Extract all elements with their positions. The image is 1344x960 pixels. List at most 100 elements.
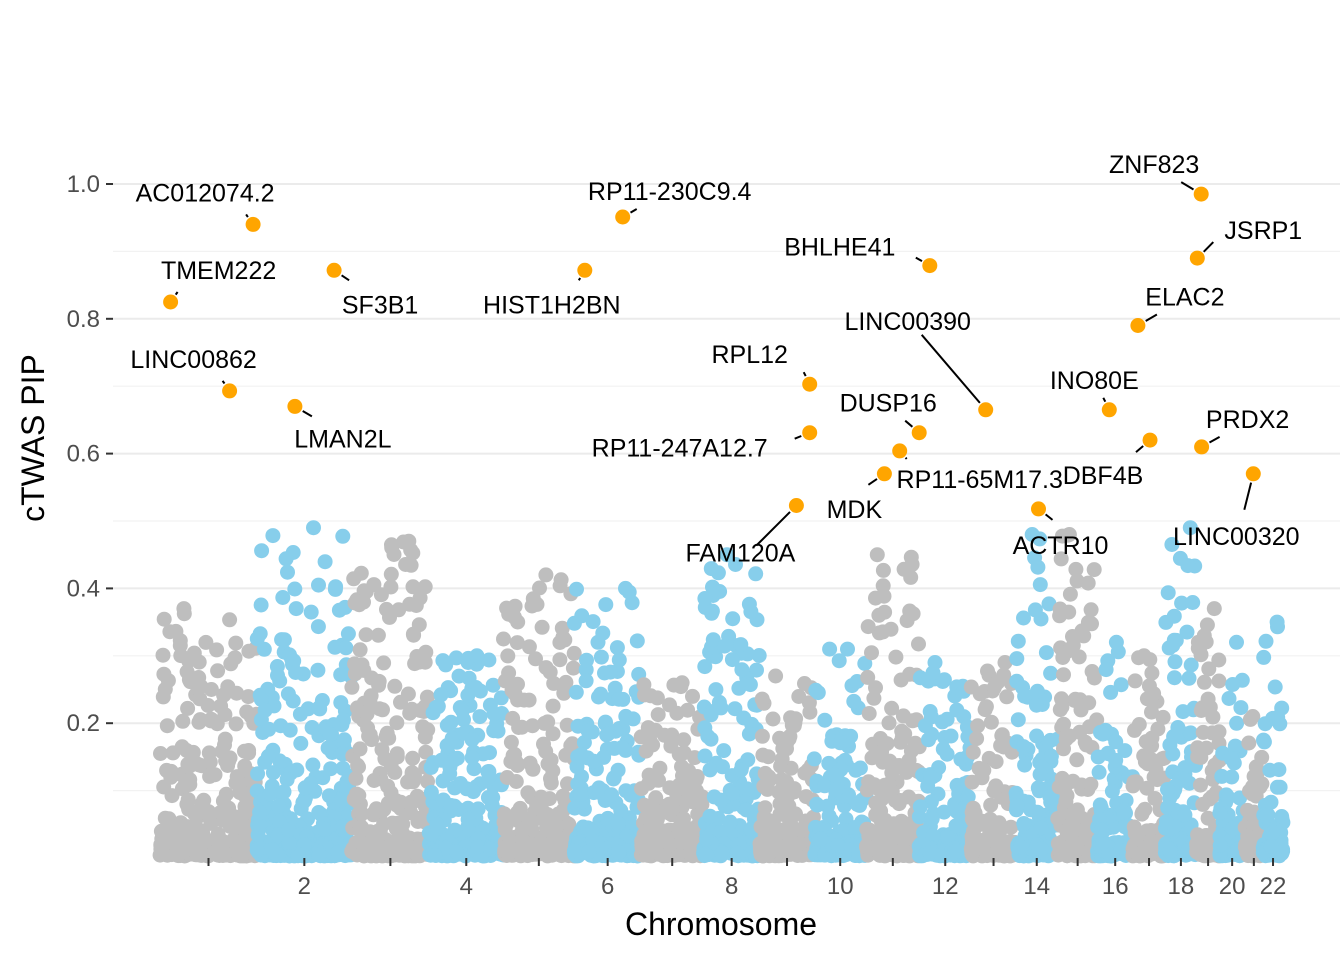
gene-point xyxy=(894,723,910,739)
gene-point xyxy=(198,634,214,650)
gene-point xyxy=(180,700,196,716)
gene-point xyxy=(374,742,390,758)
gene-point xyxy=(1193,703,1209,718)
gene-point xyxy=(235,816,251,832)
x-tick-label: 10 xyxy=(827,873,854,900)
gene-point xyxy=(1043,665,1059,681)
gene-point-top xyxy=(927,655,943,670)
gene-point xyxy=(791,689,807,704)
gene-point xyxy=(783,710,799,726)
gene-point xyxy=(708,682,724,698)
gene-point xyxy=(904,556,920,572)
gene-point xyxy=(578,673,594,689)
gene-point xyxy=(1166,608,1182,624)
y-tick-label: 0.2 xyxy=(67,710,100,737)
gene-point xyxy=(317,554,333,570)
gene-point xyxy=(510,614,526,630)
gene-point xyxy=(320,740,336,756)
gene-point xyxy=(1029,728,1045,744)
gene-point xyxy=(1233,700,1249,716)
gene-point xyxy=(389,715,405,731)
gene-point xyxy=(311,577,326,593)
gene-point xyxy=(579,652,594,668)
gene-point xyxy=(310,619,326,635)
label-leader-line xyxy=(629,208,638,214)
gene-point xyxy=(470,801,486,817)
label-leader-line xyxy=(755,511,791,547)
gene-point xyxy=(903,569,919,585)
gene-point xyxy=(496,631,511,647)
gene-point xyxy=(649,772,664,788)
gene-point xyxy=(545,763,561,779)
gene-point xyxy=(525,718,540,734)
gene-point xyxy=(923,769,939,785)
gene-point xyxy=(335,528,351,544)
gene-point xyxy=(552,635,568,650)
label-leader-line xyxy=(920,334,981,404)
gene-point xyxy=(912,799,928,815)
gene-point xyxy=(1177,807,1193,823)
gene-point xyxy=(216,687,232,703)
gene-point xyxy=(1043,748,1059,764)
gene-point xyxy=(354,806,370,822)
gene-point xyxy=(252,804,268,820)
gene-point xyxy=(398,557,414,572)
highlighted-gene-point xyxy=(978,402,994,418)
gene-point xyxy=(1104,783,1120,799)
gene-point xyxy=(1029,697,1044,713)
gene-point xyxy=(1242,783,1257,799)
gene-point xyxy=(1112,843,1128,859)
gene-point xyxy=(1108,752,1124,768)
gene-point xyxy=(593,649,609,665)
gene-point xyxy=(1053,551,1069,567)
x-tick-label: 8 xyxy=(725,873,738,900)
gene-point xyxy=(864,645,879,661)
highlighted-gene-point xyxy=(802,376,818,392)
gene-point xyxy=(751,648,767,663)
gene-point xyxy=(153,837,169,853)
gene-point xyxy=(1256,734,1272,750)
gene-point xyxy=(1032,577,1048,593)
gene-point xyxy=(1199,617,1215,633)
gene-point xyxy=(240,689,256,705)
gene-point xyxy=(225,832,241,848)
gene-point xyxy=(561,816,577,832)
gene-point xyxy=(505,679,521,694)
gene-point xyxy=(1064,807,1080,823)
gene-point xyxy=(624,595,640,611)
gene-point xyxy=(860,619,876,635)
label-leader-line xyxy=(794,435,802,440)
gene-point xyxy=(716,743,732,759)
label-leader-line xyxy=(1145,313,1158,322)
gene-point xyxy=(382,609,397,625)
gene-point xyxy=(1207,757,1223,773)
highlighted-gene-point xyxy=(577,262,593,278)
gene-point xyxy=(1056,716,1071,732)
gene-point xyxy=(1198,740,1214,756)
gene-point xyxy=(700,728,716,744)
gene-point xyxy=(1195,724,1211,740)
gene-point xyxy=(330,844,346,860)
gene-point xyxy=(280,564,295,580)
gene-point xyxy=(1144,665,1160,681)
gene-point xyxy=(1146,686,1162,702)
gene-point xyxy=(760,831,776,847)
gene-point xyxy=(960,789,976,805)
y-tick-label: 0.6 xyxy=(67,441,100,468)
gene-point xyxy=(569,581,584,597)
gene-point xyxy=(743,604,759,620)
gene-point xyxy=(1259,808,1275,824)
x-tick-label: 20 xyxy=(1219,873,1246,900)
gene-point xyxy=(280,686,296,702)
gene-point xyxy=(370,627,386,643)
gene-point xyxy=(1205,709,1221,725)
label-leader-line xyxy=(1180,181,1195,191)
gene-point xyxy=(1267,679,1283,695)
gene-point-top xyxy=(176,601,192,617)
gene-point xyxy=(614,740,630,755)
gene-point xyxy=(576,735,592,750)
gene-point xyxy=(265,765,281,781)
gene-point xyxy=(611,652,627,668)
gene-point xyxy=(573,747,589,763)
gene-point xyxy=(636,797,652,813)
